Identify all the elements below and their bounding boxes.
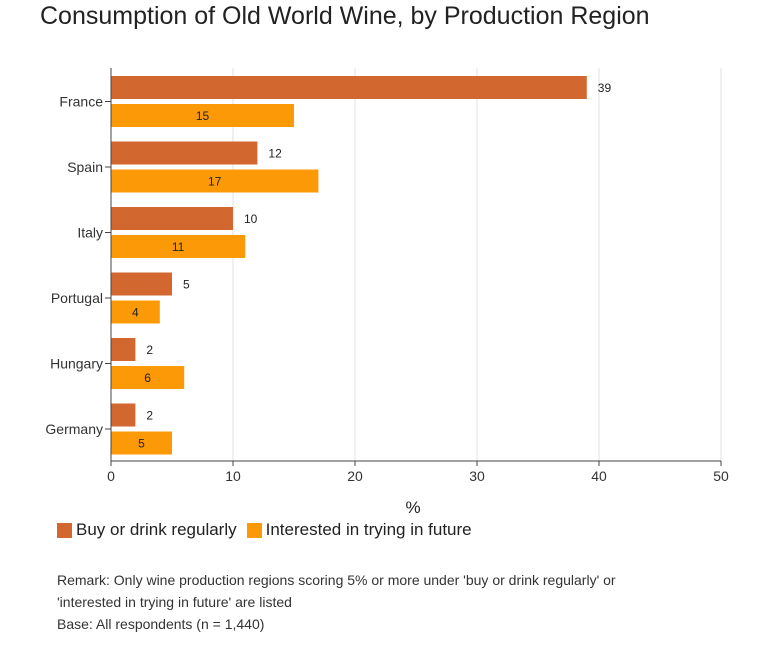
data-label-germany-series-1: 5 (138, 437, 145, 451)
x-tick-label-0: 0 (107, 468, 115, 484)
x-tick-label-30: 30 (469, 468, 485, 484)
x-axis-title: % (405, 498, 420, 517)
chart-remarks: Remark: Only wine production regions sco… (57, 569, 717, 635)
legend-label-interested-future: Interested in trying in future (266, 520, 472, 540)
data-label-france-series-0: 39 (598, 81, 612, 95)
bar-portugal-series-0 (111, 273, 172, 296)
bar-france-series-0 (111, 76, 587, 99)
remark-line-2: 'interested in trying in future' are lis… (57, 591, 717, 613)
legend-item-buy-regularly[interactable]: Buy or drink regularly (57, 520, 237, 540)
x-tick-label-50: 50 (713, 468, 729, 484)
data-label-portugal-series-0: 5 (183, 278, 190, 292)
bar-germany-series-0 (111, 404, 135, 427)
y-tick-label-italy: Italy (77, 225, 103, 241)
y-tick-label-germany: Germany (45, 421, 103, 437)
data-label-hungary-series-0: 2 (146, 343, 153, 357)
data-label-spain-series-1: 17 (208, 175, 222, 189)
legend-label-buy-regularly: Buy or drink regularly (76, 520, 237, 540)
legend-swatch-buy-regularly (57, 523, 72, 538)
y-tick-label-hungary: Hungary (50, 356, 103, 372)
y-tick-label-france: France (59, 94, 103, 110)
base-note: Base: All respondents (n = 1,440) (57, 613, 717, 635)
data-label-portugal-series-1: 4 (132, 306, 139, 320)
data-label-spain-series-0: 12 (268, 147, 282, 161)
chart-legend: Buy or drink regularly Interested in try… (57, 520, 482, 540)
legend-swatch-interested-future (247, 523, 262, 538)
bar-hungary-series-0 (111, 338, 135, 361)
x-tick-label-20: 20 (347, 468, 363, 484)
x-tick-label-40: 40 (591, 468, 607, 484)
y-tick-label-portugal: Portugal (51, 290, 103, 306)
x-tick-label-10: 10 (225, 468, 241, 484)
bar-italy-series-0 (111, 207, 233, 230)
data-label-hungary-series-1: 6 (144, 371, 151, 385)
bar-chart: 39 15 France 12 17 Spain 10 11 Italy 5 4 Portugal 2 6… (0, 0, 760, 520)
remark-line-1: Remark: Only wine production regions sco… (57, 569, 717, 591)
y-tick-label-spain: Spain (67, 159, 103, 175)
bar-spain-series-0 (111, 142, 257, 165)
data-label-italy-series-0: 10 (244, 212, 258, 226)
data-label-france-series-1: 15 (196, 109, 210, 123)
data-label-germany-series-0: 2 (146, 409, 153, 423)
data-label-italy-series-1: 11 (172, 240, 185, 254)
legend-item-interested-future[interactable]: Interested in trying in future (247, 520, 472, 540)
